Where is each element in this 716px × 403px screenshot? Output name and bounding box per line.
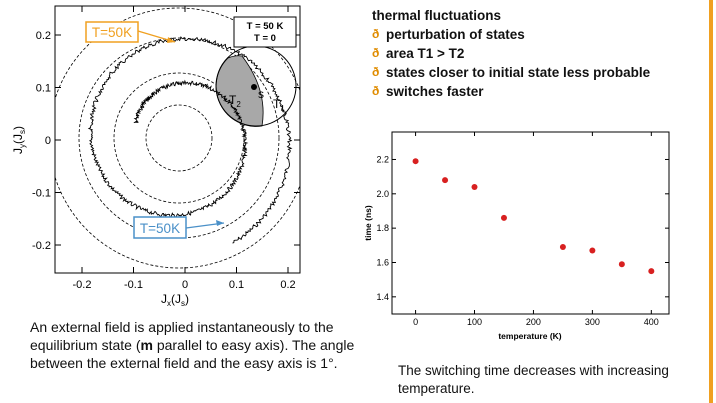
legend-line-1: T = 50 K: [247, 21, 284, 32]
bullet-marker-icon: ð: [372, 65, 380, 79]
x-tick-label: 0.1: [229, 279, 244, 291]
data-point: [500, 214, 507, 221]
bullet-item: ð perturbation of states: [372, 27, 525, 42]
switching-time-chart: 0 100 200 300 400 1.4 1.6 1.8 2.0 2.2 temperature…: [363, 131, 670, 341]
callout-top-box: [85, 21, 139, 43]
x-tick-label: 400: [644, 317, 659, 327]
t1-label: T1: [273, 97, 285, 113]
data-point: [648, 268, 655, 275]
chart-points: [412, 158, 655, 275]
right-caption: The switching time decreases with increa…: [398, 363, 669, 396]
x-tick-label: 300: [585, 317, 600, 327]
data-point: [589, 247, 596, 254]
noisy-trajectory-t50k: [87, 36, 293, 244]
axis-ticks: -0.2 -0.1 0 0.1 0.2 0.2 0.1 0 -0.1 -0.2: [32, 6, 300, 291]
dashed-curve: [145, 104, 213, 172]
s-label: s: [258, 87, 264, 101]
chart-ticks: 0 100 200 300 400 1.4 1.6 1.8 2.0 2.2: [376, 132, 669, 327]
x-tick-label: -0.2: [73, 279, 92, 291]
t2-label: T2: [229, 93, 241, 109]
data-point: [412, 158, 419, 165]
data-point: [559, 244, 566, 251]
x-tick-label: -0.1: [124, 279, 143, 291]
data-point: [471, 183, 478, 190]
y-tick-label: 0.1: [36, 83, 51, 95]
left-caption: An external field is applied instantaneo…: [30, 319, 355, 371]
bullet-marker-icon: ð: [372, 27, 380, 41]
y-tick-label: 1.8: [376, 223, 389, 233]
y-tick-label: 1.4: [376, 292, 389, 302]
x-tick-label: 100: [467, 317, 482, 327]
chart-y-label: time (ns): [363, 205, 373, 241]
data-point: [618, 261, 625, 268]
callout-bottom-arrowhead: [216, 220, 224, 226]
chart-frame: [391, 131, 670, 315]
callout-top-label: T=50K: [92, 25, 132, 40]
y-tick-label: 2.0: [376, 189, 389, 199]
trajectory-plot: -0.2 -0.1 0 0.1 0.2 0.2 0.1 0 -0.1 -0.2 T1 T2 s T…: [11, 5, 301, 308]
bullet-list: thermal fluctuations ð perturbation of st…: [372, 6, 702, 101]
callout-bottom-box: [133, 216, 187, 239]
bullet-item: ð switches faster: [372, 84, 484, 99]
x-tick-label: 0: [413, 317, 418, 327]
dashed-curve: [113, 72, 245, 204]
y-tick-label: 0: [45, 135, 51, 147]
y-tick-label: 2.2: [376, 154, 389, 164]
callout-top-arrowhead: [167, 37, 175, 43]
orange-side-bar: [709, 0, 713, 403]
x-tick-label: 0: [182, 279, 188, 291]
y-tick-label: -0.1: [32, 188, 51, 200]
bullet-marker-icon: ð: [372, 84, 380, 98]
dashed-curve: [55, 7, 300, 269]
y-tick-label: -0.2: [32, 240, 51, 252]
x-axis-label: Jx(Js): [161, 292, 189, 308]
chart-x-label: temperature (K): [498, 331, 561, 341]
data-point: [442, 177, 449, 184]
state-point-s: [251, 84, 257, 90]
y-tick-label: 1.6: [376, 257, 389, 267]
bullet-item: ð states closer to initial state less pro…: [372, 65, 651, 80]
bullet-heading: thermal fluctuations: [372, 8, 502, 23]
x-tick-label: 0.2: [280, 279, 295, 291]
y-axis-label: Jy(Js): [11, 126, 27, 154]
bullet-item: ð area T1 > T2: [372, 46, 465, 61]
legend-box: [233, 16, 297, 48]
callout-bottom-label: T=50K: [140, 221, 180, 236]
bullet-marker-icon: ð: [372, 46, 380, 60]
legend-line-2: T = 0: [254, 33, 276, 44]
y-tick-label: 0.2: [36, 30, 51, 42]
x-tick-label: 200: [526, 317, 541, 327]
